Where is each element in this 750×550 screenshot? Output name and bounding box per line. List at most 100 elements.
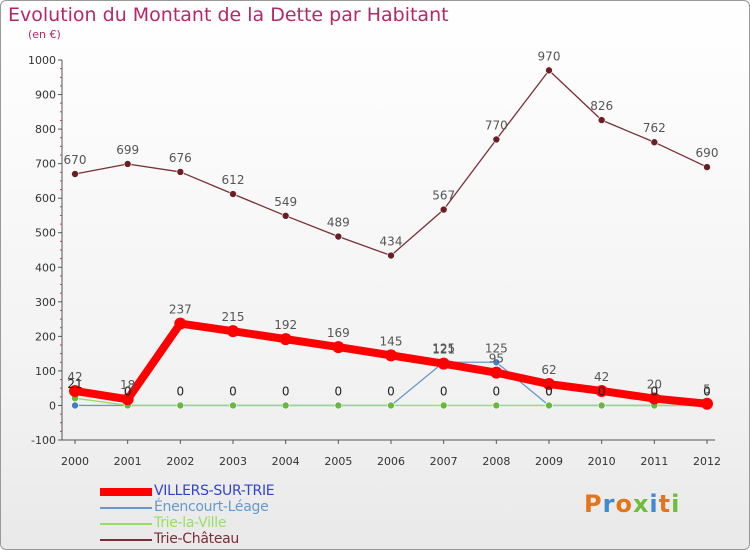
legend-label: VILLERS-SUR-TRIE [154, 483, 275, 499]
x-tick-label: 2010 [588, 455, 616, 468]
logo-letter: i [671, 490, 681, 518]
data-point-2 [439, 401, 448, 410]
data-label: 0 [598, 384, 606, 398]
legend-swatch [100, 523, 152, 525]
data-label: 0 [177, 384, 185, 398]
data-label: 0 [545, 384, 553, 398]
data-label: 0 [598, 384, 606, 398]
data-point-3 [176, 168, 185, 176]
proxiti-logo: Proxiti [584, 490, 680, 518]
data-point-3 [123, 160, 132, 168]
data-point-3 [281, 212, 290, 220]
legend-swatch [100, 539, 152, 541]
y-tick-label: 300 [35, 296, 56, 309]
data-label: 549 [274, 195, 297, 209]
data-label: 0 [387, 384, 395, 398]
x-tick-label: 2003 [219, 455, 247, 468]
y-tick-label: 100 [35, 365, 56, 378]
data-point-3 [545, 66, 553, 75]
data-point-0 [174, 317, 187, 330]
data-label: 237 [169, 303, 192, 317]
chart-subtitle: (en €) [28, 28, 61, 41]
data-label: 18 [120, 378, 135, 392]
y-tick-label: 700 [35, 158, 56, 171]
legend-label: Trie-Château [154, 531, 239, 547]
data-label: 0 [703, 384, 711, 398]
data-label: 0 [124, 384, 132, 398]
data-point-3 [703, 163, 711, 171]
x-tick-label: 2009 [535, 455, 563, 468]
data-point-2 [597, 401, 606, 410]
data-point-3 [229, 190, 237, 198]
data-label: 434 [380, 235, 403, 249]
data-label: 0 [440, 384, 448, 398]
y-tick-label: 900 [35, 89, 56, 102]
data-label: 145 [380, 334, 403, 348]
data-label: 125 [485, 341, 508, 355]
data-label: 121 [432, 343, 455, 357]
x-tick-label: 2006 [377, 455, 405, 468]
y-tick-label: 200 [35, 330, 56, 343]
x-tick-label: 2007 [430, 455, 458, 468]
legend-label: Énencourt-Léage [154, 499, 269, 515]
data-label: 0 [124, 384, 132, 398]
data-point-3 [492, 135, 501, 144]
data-point-0 [701, 397, 713, 410]
logo-letter: t [658, 490, 672, 518]
data-point-1 [71, 401, 79, 410]
x-tick-label: 2011 [640, 455, 668, 468]
data-label: 676 [169, 151, 192, 165]
data-point-1 [492, 358, 501, 367]
data-label: 970 [538, 49, 561, 63]
y-tick-label: 400 [35, 261, 56, 274]
data-point-0 [385, 349, 397, 362]
chart-title: Evolution du Montant de la Dette par Hab… [8, 4, 449, 26]
data-point-2 [176, 401, 185, 410]
data-point-3 [650, 138, 659, 147]
data-point-2 [334, 401, 343, 410]
data-label: 690 [696, 146, 719, 160]
data-point-2 [281, 401, 290, 410]
data-point-3 [334, 232, 343, 241]
x-tick-label: 2008 [482, 455, 510, 468]
y-tick-label: 800 [35, 123, 56, 136]
data-point-0 [332, 341, 345, 354]
data-point-0 [595, 384, 608, 397]
data-label: 215 [222, 310, 245, 324]
data-label: 0 [493, 384, 501, 398]
data-point-2 [229, 401, 237, 410]
logo-letter: i [649, 490, 659, 518]
data-point-2 [545, 401, 553, 410]
data-label: 42 [67, 370, 82, 384]
data-point-0 [121, 393, 134, 406]
data-label: 0 [703, 384, 711, 398]
logo-letter: x [632, 490, 650, 518]
data-point-0 [279, 333, 292, 346]
data-point-0 [490, 366, 503, 379]
data-label: 169 [327, 326, 350, 340]
data-label: 612 [222, 173, 245, 187]
data-point-0 [543, 378, 555, 391]
x-tick-label: 2000 [61, 455, 89, 468]
legend-swatch [100, 488, 152, 496]
y-tick-label: 0 [49, 399, 56, 412]
data-label: 0 [335, 384, 343, 398]
data-label: 0 [651, 384, 659, 398]
data-label: 699 [116, 143, 139, 157]
data-label: 489 [327, 216, 350, 230]
x-tick-label: 2005 [324, 455, 352, 468]
x-tick-label: 2002 [166, 455, 194, 468]
logo-letter: o [615, 490, 633, 518]
data-label: 5 [703, 383, 711, 397]
legend-label: Trie-la-Ville [154, 515, 227, 531]
data-label: 20 [647, 378, 662, 392]
x-tick-label: 2004 [272, 455, 300, 468]
y-tick-label: 500 [35, 227, 56, 240]
data-label: 567 [432, 189, 455, 203]
data-point-2 [492, 401, 501, 410]
data-label: 762 [643, 121, 666, 135]
data-point-3 [387, 251, 395, 260]
logo-letter: r [602, 490, 616, 518]
